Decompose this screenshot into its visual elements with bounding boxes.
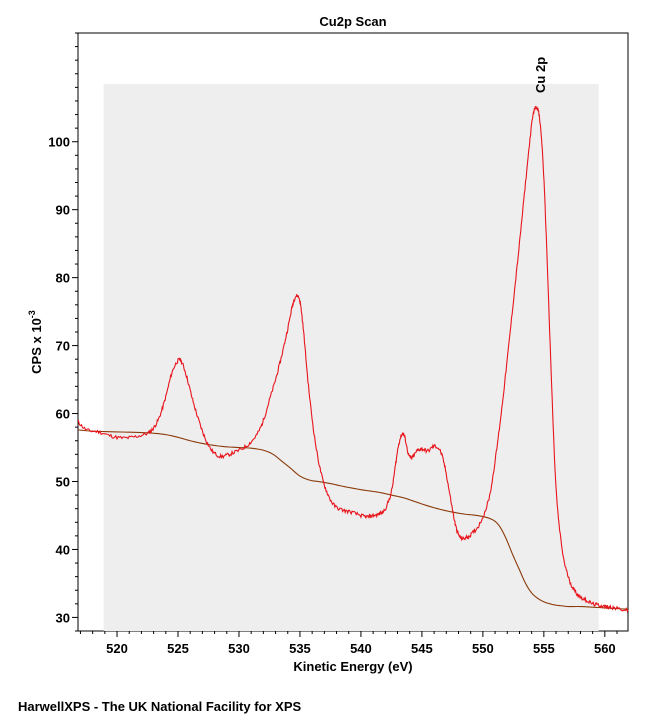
y-tick-label: 30 (56, 610, 70, 625)
x-tick-label: 530 (228, 641, 250, 656)
x-tick-label: 540 (350, 641, 372, 656)
x-tick-label: 545 (411, 641, 433, 656)
x-tick-label: 520 (106, 641, 128, 656)
y-axis-label-base: CPS x 10 (29, 318, 44, 374)
x-axis: 520 525 530 535 540 545 550 555 560 (79, 631, 618, 656)
footer-credit: HarwellXPS - The UK National Facility fo… (18, 699, 302, 714)
peak-annotation: Cu 2p (533, 57, 548, 93)
spectrum-line (77, 106, 629, 613)
y-tick-label: 60 (56, 407, 70, 422)
x-tick-label: 535 (289, 641, 311, 656)
y-axis: 30 40 50 60 70 80 90 100 (48, 32, 78, 632)
y-tick-label: 100 (48, 135, 70, 150)
y-axis-label: CPS x 10-3 (27, 310, 44, 374)
y-tick-label: 90 (56, 203, 70, 218)
y-tick-label: 50 (56, 475, 70, 490)
y-tick-label: 80 (56, 271, 70, 286)
x-tick-label: 550 (472, 641, 494, 656)
y-tick-label: 70 (56, 339, 70, 354)
y-tick-label: 40 (56, 542, 70, 557)
scan-region-shading (103, 83, 599, 631)
x-tick-label: 560 (594, 641, 616, 656)
x-tick-label: 525 (167, 641, 189, 656)
x-axis-label: Kinetic Energy (eV) (293, 659, 412, 674)
y-axis-label-exponent: -3 (27, 310, 37, 318)
x-tick-label: 555 (533, 641, 555, 656)
background-line (77, 429, 629, 610)
cu2p-spectrum-chart: 520 525 530 535 540 545 550 555 560 30 40 50 60 70 80… (27, 14, 629, 674)
chart-title: Cu2p Scan (319, 14, 386, 29)
